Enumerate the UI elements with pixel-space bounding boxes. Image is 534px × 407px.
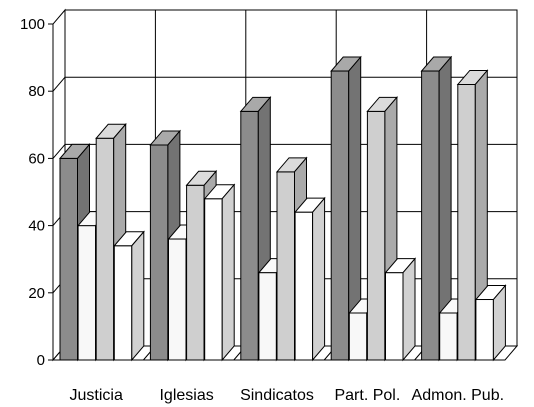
bar-side: [131, 230, 145, 362]
bar-front: [77, 225, 97, 361]
bar-side: [312, 196, 326, 362]
axis-layer: [48, 23, 54, 361]
category-label: Sindicatos: [240, 387, 314, 404]
y-tick-label: 20: [28, 285, 45, 302]
y-tick-label: 80: [28, 83, 45, 100]
bar-front: [348, 312, 368, 361]
bar-front: [95, 137, 115, 361]
bar-front: [204, 198, 223, 361]
bar: [384, 257, 417, 362]
bar-front: [385, 272, 404, 361]
y-tick-label: 60: [28, 150, 45, 167]
bar-front: [330, 70, 350, 361]
bar: [294, 196, 326, 362]
bar-front: [113, 245, 133, 361]
bar-front: [59, 157, 78, 361]
bar: [474, 284, 507, 362]
bar: [420, 55, 453, 362]
y-tick-label: 40: [28, 218, 45, 235]
bar-front: [168, 238, 187, 361]
bar: [330, 55, 362, 362]
bar: [113, 230, 145, 362]
bar-front: [475, 299, 494, 361]
bar-side: [221, 183, 235, 362]
bar: [203, 183, 236, 362]
gridline-side: [52, 144, 66, 159]
bar-front: [276, 171, 295, 361]
bar-front: [439, 312, 458, 361]
category-label: Justicia: [70, 387, 123, 404]
bars-layer: [58, 55, 507, 362]
y-tick-label: 100: [20, 16, 45, 33]
bar-side: [402, 257, 416, 362]
labels-layer: 0 20 40 60 80 100 Justicia Iglesias Sindicatos Pa…: [20, 16, 504, 404]
bar-front: [186, 184, 205, 361]
bar-side: [492, 284, 506, 362]
category-label: Part. Pol.: [334, 387, 400, 404]
bar-front: [240, 110, 259, 361]
bar-front: [457, 83, 476, 361]
gridline-side: [52, 76, 66, 92]
y-tick-label: 0: [37, 352, 45, 369]
bar-front: [366, 110, 386, 361]
bar-front: [149, 144, 169, 361]
category-label: Iglesias: [159, 387, 213, 404]
bar-front: [258, 272, 277, 361]
category-label: Admon. Pub.: [412, 387, 505, 404]
bar-front: [421, 70, 440, 361]
bar-front: [294, 211, 314, 361]
